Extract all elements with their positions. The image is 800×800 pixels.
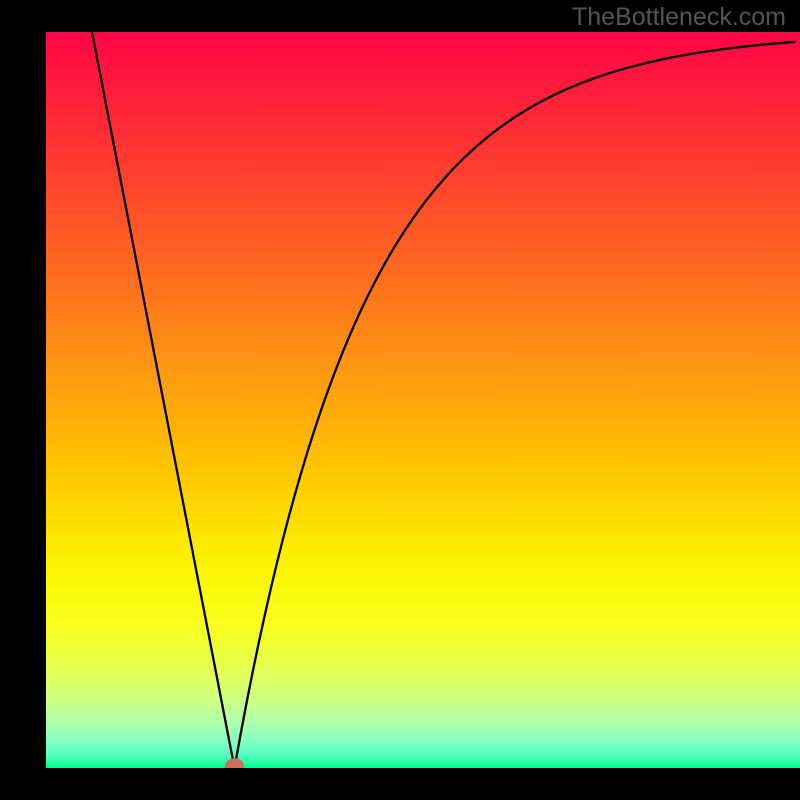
plot-border-bottom [0, 768, 800, 800]
chart-frame: TheBottleneck.com [0, 0, 800, 800]
plot-svg [0, 0, 800, 800]
plot-border-left [0, 0, 46, 800]
plot-border-top [0, 0, 800, 32]
